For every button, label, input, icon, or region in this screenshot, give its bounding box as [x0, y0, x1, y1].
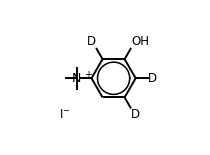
Text: D: D [131, 108, 140, 121]
Text: OH: OH [131, 35, 149, 49]
Text: +: + [84, 70, 92, 80]
Text: N: N [71, 72, 81, 85]
Text: D: D [87, 35, 96, 49]
Text: I$^{-}$: I$^{-}$ [59, 108, 71, 121]
Text: D: D [148, 72, 157, 85]
